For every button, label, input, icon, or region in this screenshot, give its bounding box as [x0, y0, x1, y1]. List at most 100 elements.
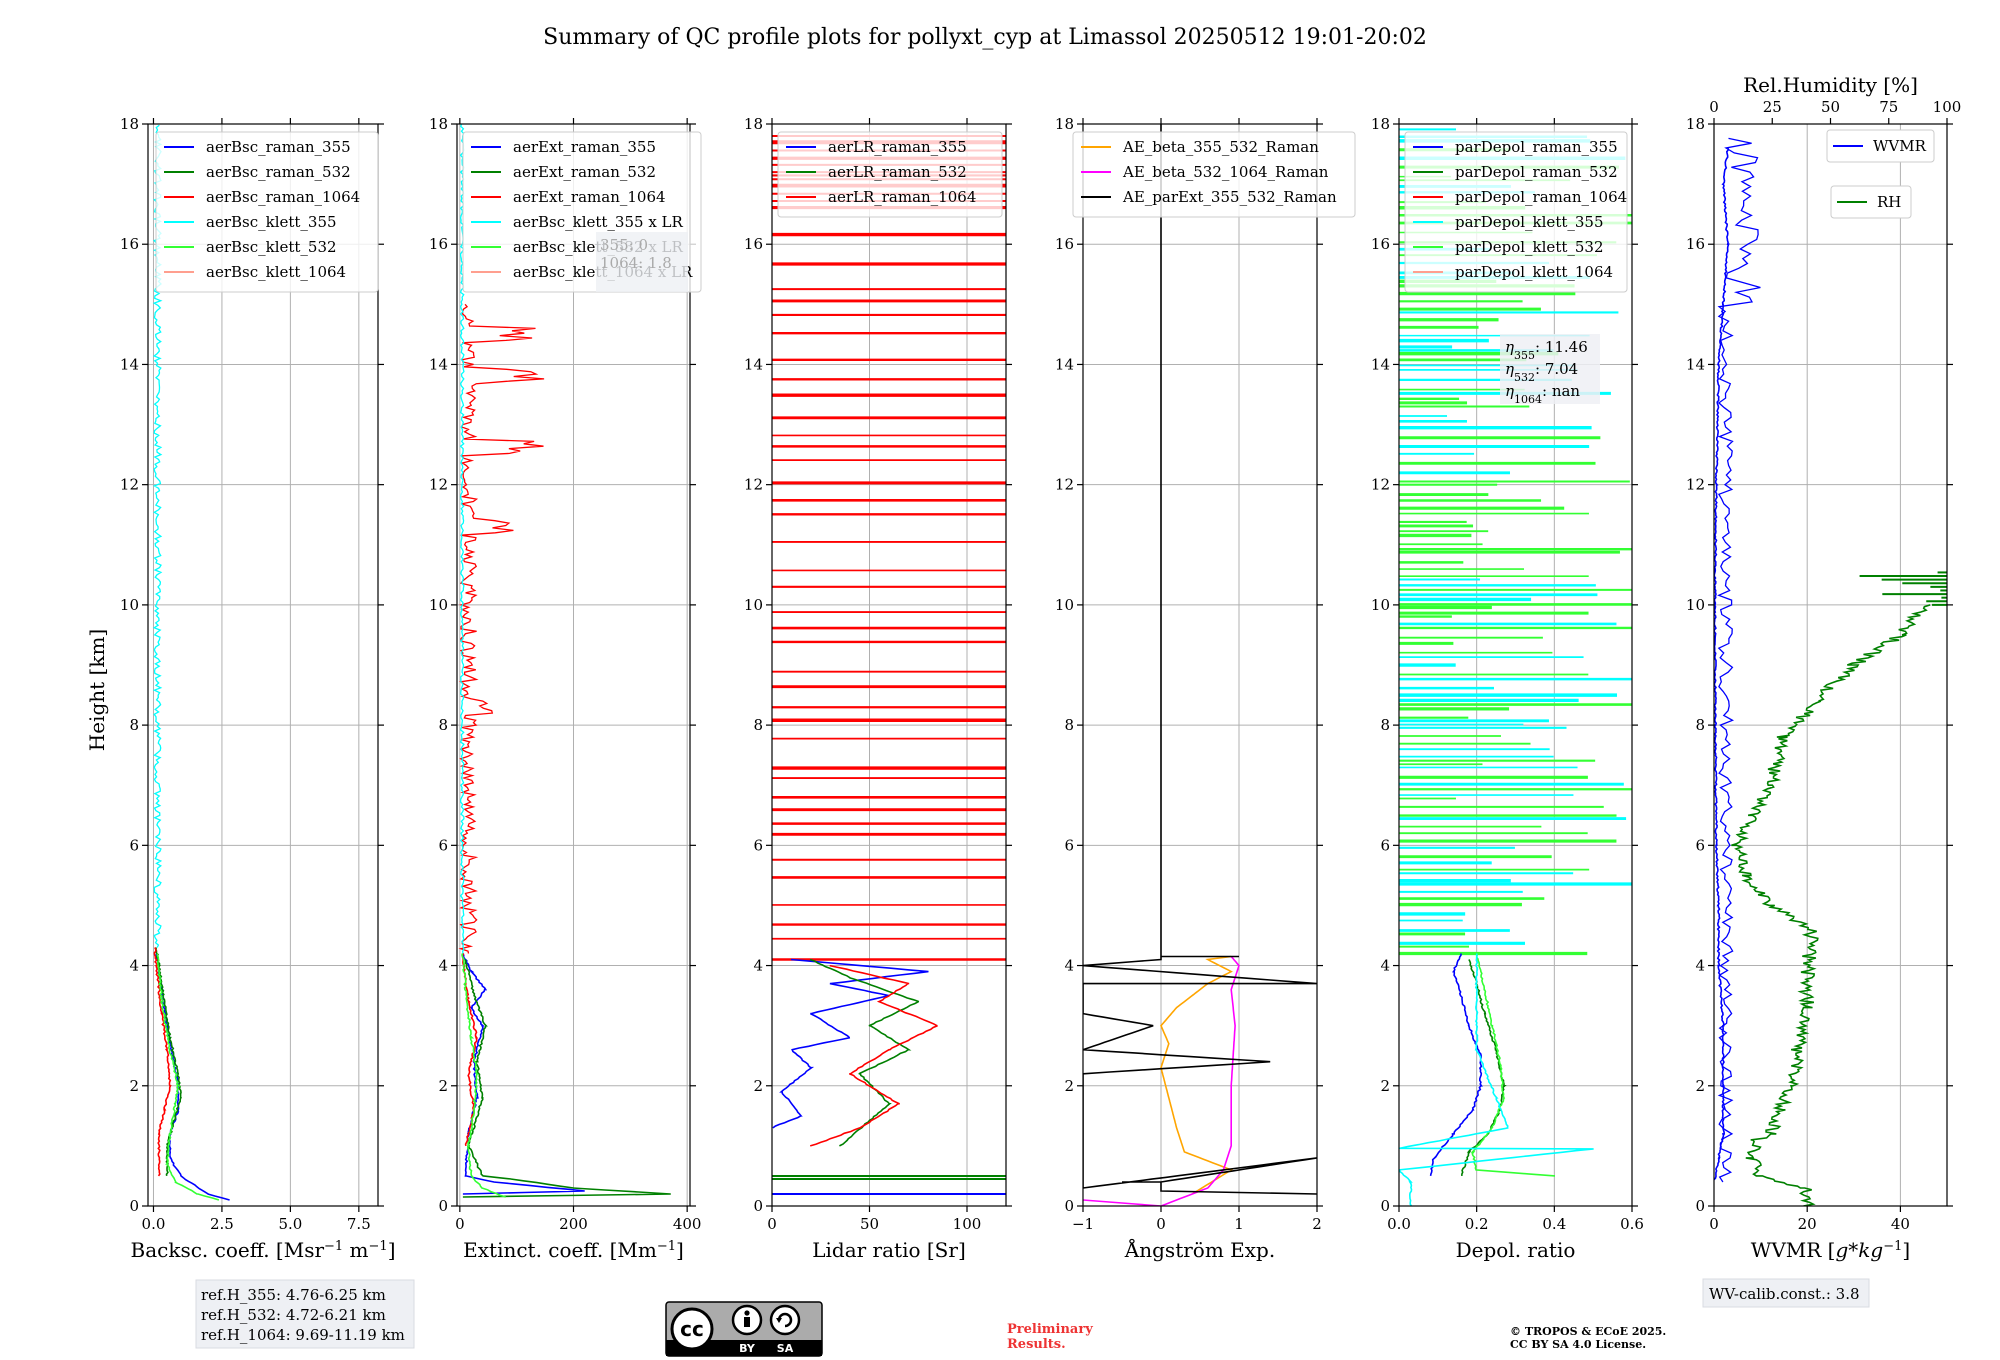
legend-entry: aerBsc_raman_532 [206, 163, 351, 181]
series-ae-parext-355-532-raman [1083, 124, 1317, 1195]
cc-logo-icon [670, 1307, 714, 1351]
y-tick-label: 14 [1371, 355, 1390, 373]
x-tick-label: 5.0 [278, 1215, 302, 1233]
y-tick-label: 2 [129, 1077, 139, 1095]
y-tick-label: 8 [753, 716, 763, 734]
refh-532: ref.H_532: 4.72-6.21 km [201, 1306, 386, 1324]
y-tick-label: 2 [1380, 1077, 1390, 1095]
y-tick-label: 2 [753, 1077, 763, 1095]
top-tick-label: 25 [1763, 98, 1782, 116]
xlabel-part: Extinct. coeff. [Mm [463, 1238, 657, 1262]
legend-entry: AE_beta_532_1064_Raman [1122, 163, 1329, 181]
panel-backscatter: 0 2 4 6 8 10 12 14 16 18 0.0 2.5 5.0 7.5 Backsc. coeff… [120, 115, 396, 1262]
x-tick-label: 0.6 [1620, 1215, 1644, 1233]
y-tick-label: 4 [1380, 957, 1390, 975]
xlabel-part: Backsc. coeff. [Msr [131, 1238, 325, 1262]
y-tick-label: 18 [1371, 115, 1390, 133]
y-tick-label: 18 [1686, 115, 1705, 133]
y-tick-label: 10 [744, 596, 763, 614]
xlabel-sup: −1 [369, 1239, 388, 1254]
y-tick-label: 12 [429, 476, 448, 494]
series-aerlr-raman-355 [772, 958, 929, 1129]
xlabel-sup: −1 [324, 1239, 343, 1254]
eta-sub: 532 [1514, 371, 1535, 384]
series-pardepol-raman-355 [1429, 953, 1483, 1177]
legend-entry: aerLR_raman_355 [828, 138, 967, 156]
x-tick-label: 0.0 [1387, 1215, 1411, 1233]
xlabel-sup: −1 [1883, 1239, 1902, 1254]
calib-box [1702, 1278, 1870, 1308]
legend-entry: aerBsc_klett_532 [206, 238, 337, 256]
plot-area-extinction [458, 124, 671, 1198]
refh-1064: ref.H_1064: 9.69-11.19 km [201, 1326, 405, 1344]
y-tick-label: 14 [1055, 355, 1074, 373]
y-tick-label: 0 [1695, 1197, 1705, 1215]
xlabel-part: Lidar ratio [Sr] [812, 1238, 966, 1262]
xlabel-part: Depol. ratio [1456, 1238, 1576, 1262]
y-tick-label: 10 [1055, 596, 1074, 614]
legend-wvmr: WVMR [1826, 129, 1935, 163]
x-tick-label: 0.2 [1465, 1215, 1489, 1233]
noisy-trace [458, 303, 545, 954]
legend-angstrom: AE_beta_355_532_Raman AE_beta_532_1064_Ra… [1072, 131, 1356, 218]
panel-lidarratio: 0 2 4 6 8 10 12 14 16 18 0 50 100 Lidar ratio [Sr] aer… [744, 115, 1012, 1262]
legend-entry: aerExt_raman_355 [513, 138, 656, 156]
top-tick-label: 100 [1933, 98, 1962, 116]
xlabel-part: ] [388, 1238, 396, 1262]
y-tick-label: 12 [1371, 476, 1390, 494]
y-tick-label: 2 [438, 1077, 448, 1095]
legend-entry: parDepol_raman_532 [1455, 163, 1618, 181]
y-tick-label: 2 [1695, 1077, 1705, 1095]
legend-entry: parDepol_raman_355 [1455, 138, 1618, 156]
series-aerext-raman-355 [462, 953, 585, 1195]
y-tick-label: 10 [1371, 596, 1390, 614]
y-tick-label: 0 [1064, 1197, 1074, 1215]
y-tick-label: 4 [129, 957, 139, 975]
eta-sub: 355 [1514, 349, 1535, 362]
x-axis-label-extinction: Extinct. coeff. [Mm−1] [463, 1238, 684, 1262]
legend-box [777, 131, 1003, 218]
plot-area-angstrom [1083, 124, 1317, 1206]
x-tick-label: 0 [1156, 1215, 1166, 1233]
by-label: BY [739, 1342, 756, 1355]
x-tick-label: 2.5 [210, 1215, 234, 1233]
y-tick-label: 16 [429, 235, 448, 253]
series-aerbsc-raman-532 [155, 947, 182, 1176]
cc-logo-text: cc [680, 1317, 704, 1341]
series-rh [1731, 604, 1931, 1206]
legend-entry: aerExt_raman_532 [513, 163, 656, 181]
x-axis-label-backscatter: Backsc. coeff. [Msr−1 m−1] [131, 1238, 396, 1262]
x-tick-label: 1 [1234, 1215, 1244, 1233]
y-tick-label: 12 [120, 476, 139, 494]
wv-calib-text: WV-calib.const.: 3.8 [1709, 1285, 1860, 1303]
top-tick-label: 75 [1879, 98, 1898, 116]
legend-backscatter: aerBsc_raman_355 aerBsc_raman_532 aerBsc_r… [155, 131, 379, 293]
legend-depol: parDepol_raman_355 parDepol_raman_532 parD… [1404, 131, 1628, 293]
y-tick-label: 0 [753, 1197, 763, 1215]
axes-frame [771, 123, 1007, 1207]
panel-depol: 0 2 4 6 8 10 12 14 16 18 0.0 0.2 0.4 0.6 Depol. ratio p… [1371, 115, 1644, 1262]
y-tick-label: 4 [753, 957, 763, 975]
x-axis-label-lidarratio: Lidar ratio [Sr] [812, 1238, 966, 1262]
copyright-line2: CC BY SA 4.0 License. [1510, 1338, 1646, 1351]
xlabel-part: WVMR [ [1751, 1238, 1836, 1262]
series-pardepol-klett-355 [1399, 953, 1594, 1206]
refh-box: ref.H_355: 4.76-6.25 km ref.H_532: 4.72-… [195, 1279, 415, 1349]
y-tick-label: 0 [438, 1197, 448, 1215]
refh-355: ref.H_355: 4.76-6.25 km [201, 1286, 386, 1304]
eta-box [1500, 334, 1600, 404]
partial-text: 355: 0 [600, 236, 648, 254]
x-tick-label: 0.0 [142, 1215, 166, 1233]
y-tick-label: 16 [120, 235, 139, 253]
xlabel-italic: g*kg [1835, 1238, 1883, 1262]
copyright-line1: © TROPOS & ECoE 2025. [1510, 1325, 1666, 1338]
panel-extinction: 0 2 4 6 8 10 12 14 16 18 0 200 400 Extinct. coeff. [M… [429, 115, 702, 1262]
xlabel-part: ] [676, 1238, 684, 1262]
wvmr-trace [1717, 137, 1761, 1183]
axes-frame [1082, 123, 1318, 1207]
series-aerlr-raman-1064 [809, 964, 938, 1147]
